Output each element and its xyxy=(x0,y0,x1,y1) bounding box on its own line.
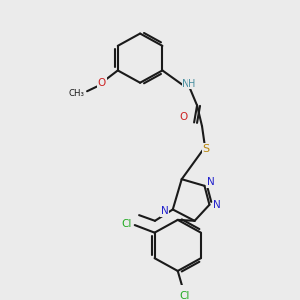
Text: Cl: Cl xyxy=(179,290,190,300)
Text: Cl: Cl xyxy=(122,219,132,229)
Text: N: N xyxy=(161,206,169,216)
Text: H: H xyxy=(188,79,196,89)
Text: N: N xyxy=(207,177,214,187)
Text: N: N xyxy=(182,79,190,89)
Text: CH₃: CH₃ xyxy=(68,88,84,98)
Text: O: O xyxy=(98,78,106,88)
Text: O: O xyxy=(179,112,187,122)
Text: N: N xyxy=(214,200,221,210)
Text: S: S xyxy=(202,144,210,154)
